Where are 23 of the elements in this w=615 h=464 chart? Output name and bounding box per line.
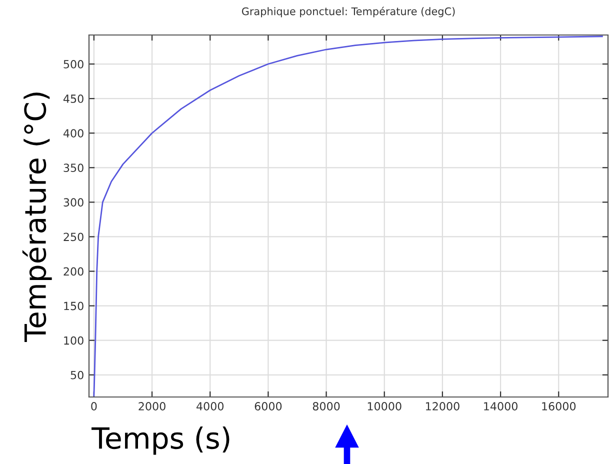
y-tick-label: 200	[64, 267, 84, 276]
y-tick-label: 100	[64, 336, 84, 345]
x-tick-label: 0	[91, 402, 97, 410]
chart-title: Graphique ponctuel: Température (degC)	[242, 6, 455, 18]
x-tick-label: 14000	[484, 402, 518, 410]
x-axis-title: Temps (s)	[92, 426, 230, 455]
x-tick-label: 12000	[426, 402, 460, 410]
y-tick-label: 350	[64, 164, 84, 172]
x-tick-label: 6000	[254, 402, 282, 410]
x-tick-label: 2000	[138, 402, 166, 410]
x-tick-label: 16000	[542, 402, 576, 410]
y-tick-label: 450	[63, 94, 84, 103]
x-tick-label: 10000	[368, 402, 402, 410]
x-tick-label: 8000	[312, 402, 340, 410]
y-tick-label: 400	[63, 129, 84, 138]
y-tick-label: 50	[70, 370, 84, 380]
y-axis-title: Température (°C)	[22, 92, 52, 342]
y-tick-label: 500	[64, 60, 84, 68]
y-tick-label: 150	[64, 302, 84, 310]
y-tick-label: 300	[64, 198, 84, 207]
line-series	[93, 36, 603, 396]
y-tick-label: 250	[64, 232, 84, 242]
x-tick-label: 4000	[196, 402, 224, 410]
